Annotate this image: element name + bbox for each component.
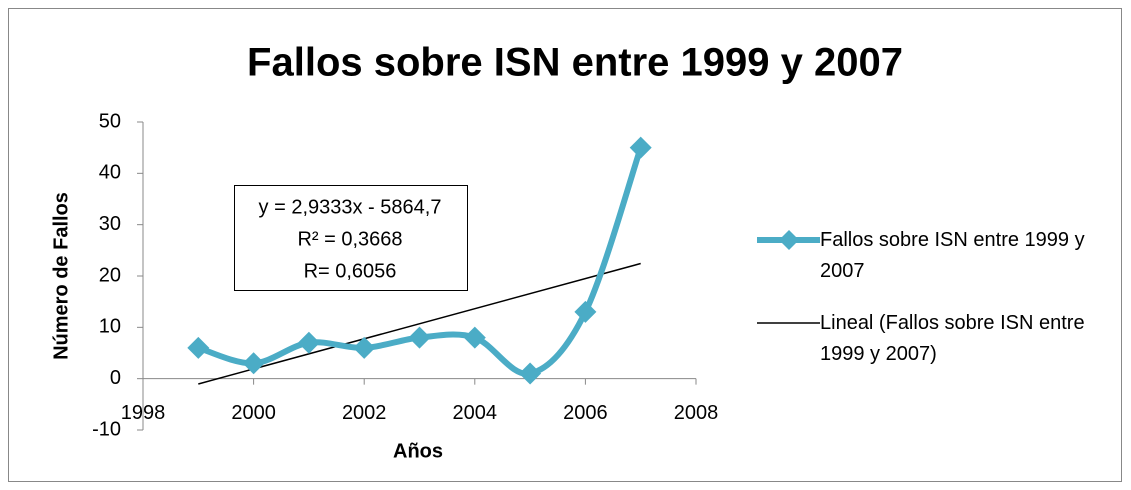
legend-label: Lineal (Fallos sobre ISN entre 1999 y 20… xyxy=(820,312,1085,365)
data-point xyxy=(187,336,210,359)
legend-label: Fallos sobre ISN entre 1999 y 2007 xyxy=(820,229,1085,282)
data-point xyxy=(353,336,376,359)
x-axis-label: Años xyxy=(393,440,443,462)
data-point xyxy=(629,136,652,159)
annotation: y = 2,9333x - 5864,7 xyxy=(259,196,442,218)
annotation: R= 0,6056 xyxy=(304,260,397,282)
y-tick-label: 20 xyxy=(99,264,121,286)
data-point xyxy=(242,352,265,375)
y-axis-label: Número de Fallos xyxy=(50,192,72,360)
x-tick-label: 1998 xyxy=(121,402,166,424)
legend-marker xyxy=(779,230,799,250)
data-point xyxy=(297,331,320,354)
y-tick-label: 0 xyxy=(110,367,121,389)
data-point xyxy=(463,326,486,349)
chart-frame xyxy=(8,8,1122,482)
chart-title: Fallos sobre ISN entre 1999 y 2007 xyxy=(247,41,903,85)
legend-entry: Fallos sobre ISN entre 1999 y 2007 xyxy=(820,229,1085,282)
legend-entry: Lineal (Fallos sobre ISN entre 1999 y 20… xyxy=(820,312,1085,365)
x-tick-label: 2000 xyxy=(231,402,276,424)
x-tick-label: 2002 xyxy=(342,402,387,424)
x-tick-label: 2004 xyxy=(453,402,498,424)
data-point xyxy=(574,300,597,323)
y-tick-label: 10 xyxy=(99,316,121,338)
annotation: R² = 0,3668 xyxy=(297,228,402,250)
x-tick-label: 2008 xyxy=(674,402,719,424)
annotation-box xyxy=(234,185,468,291)
y-tick-label: 40 xyxy=(99,162,121,184)
data-point xyxy=(408,326,431,349)
data-point xyxy=(519,362,542,385)
x-tick-label: 2006 xyxy=(563,402,608,424)
y-tick-label: 50 xyxy=(99,110,121,132)
trendline xyxy=(198,262,641,385)
y-tick-label: -10 xyxy=(92,418,121,440)
y-tick-label: 30 xyxy=(99,213,121,235)
